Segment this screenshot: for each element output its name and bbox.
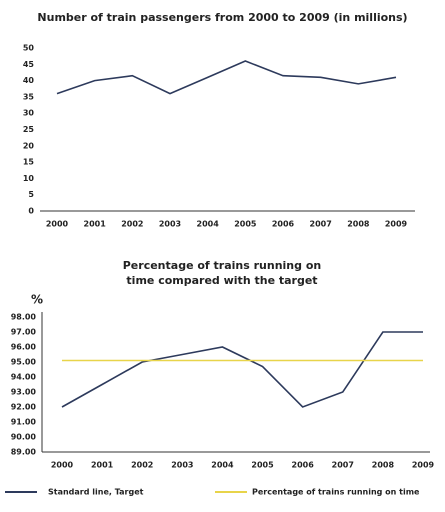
y-tick-label: 45: [23, 60, 35, 69]
y-tick-label: 15: [23, 158, 35, 167]
y-tick-label: 92.00: [11, 403, 37, 412]
x-tick-label: 2005: [234, 220, 257, 229]
x-tick-label: 2001: [84, 220, 107, 229]
x-tick-label: 2006: [292, 461, 315, 470]
y-tick-label: 95.00: [11, 358, 37, 367]
x-tick-label: 2007: [332, 461, 354, 470]
x-tick-label: 2000: [46, 220, 69, 229]
y-tick-label: 35: [23, 92, 35, 101]
x-tick-label: 2005: [251, 461, 274, 470]
y-tick-label: 93.00: [11, 388, 37, 397]
y-tick-label: 94.00: [11, 373, 37, 382]
x-tick-label: 2006: [272, 220, 295, 229]
y-axis-label: %: [31, 293, 43, 307]
y-tick-label: 97.00: [11, 328, 37, 337]
y-tick-label: 10: [23, 174, 35, 183]
x-tick-label: 2004: [197, 220, 220, 229]
x-tick-label: 2009: [385, 220, 408, 229]
x-tick-label: 2002: [131, 461, 153, 470]
y-tick-label: 50: [23, 44, 35, 53]
y-tick-label: 5: [28, 190, 34, 199]
x-tick-label: 2007: [310, 220, 332, 229]
y-tick-label: 98.00: [11, 313, 37, 322]
chart-title: Number of train passengers from 2000 to …: [37, 11, 408, 24]
x-tick-label: 2009: [412, 461, 435, 470]
y-tick-label: 20: [23, 141, 35, 150]
y-tick-label: 96.00: [11, 343, 37, 352]
x-tick-label: 2001: [91, 461, 114, 470]
y-tick-label: 30: [23, 109, 35, 118]
x-tick-label: 2004: [211, 461, 234, 470]
x-tick-label: 2000: [51, 461, 74, 470]
y-tick-label: 25: [23, 125, 35, 134]
data-line: [61, 331, 423, 408]
legend-label: Percentage of trains running on time: [252, 488, 420, 497]
y-tick-label: 89.00: [11, 448, 37, 457]
y-tick-label: 40: [23, 76, 35, 85]
x-tick-label: 2008: [347, 220, 370, 229]
x-tick-label: 2008: [372, 461, 395, 470]
y-tick-label: 91.00: [11, 418, 37, 427]
data-line: [56, 60, 397, 95]
legend-label: Standard line, Target: [48, 488, 144, 497]
x-tick-label: 2002: [121, 220, 143, 229]
x-tick-label: 2003: [159, 220, 181, 229]
y-tick-label: 0: [28, 207, 34, 216]
x-tick-label: 2003: [171, 461, 193, 470]
chart-title: Percentage of trains running on time com…: [122, 259, 322, 287]
y-tick-label: 90.00: [11, 433, 37, 442]
